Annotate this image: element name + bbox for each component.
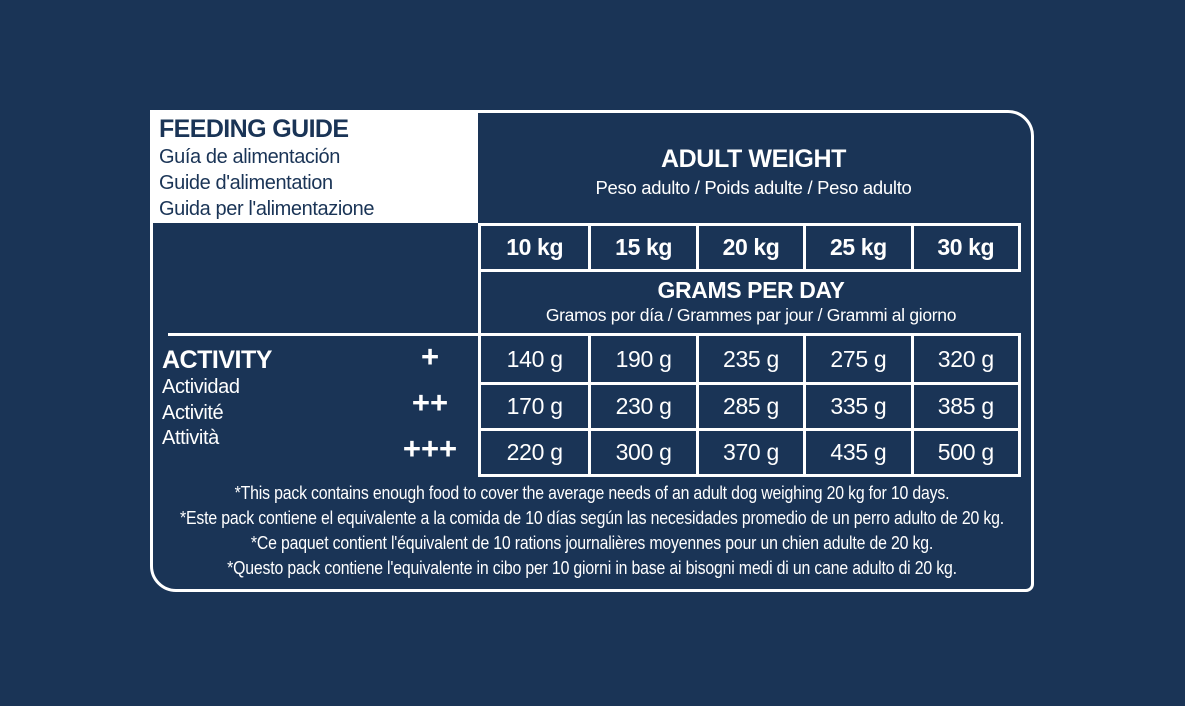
weight-header-cell: 25 kg bbox=[803, 226, 910, 269]
weight-header-cell: 30 kg bbox=[910, 226, 1018, 269]
feeding-amount-cell: 285 g bbox=[695, 382, 804, 428]
activity-subtitle-fr: Activité bbox=[162, 401, 224, 424]
feeding-amount-cell: 275 g bbox=[803, 336, 910, 382]
footnotes: *This pack contains enough food to cover… bbox=[108, 481, 1076, 581]
footnote-en: *This pack contains enough food to cover… bbox=[234, 483, 950, 503]
activity-header: ACTIVITY Actividad Activité Attività bbox=[162, 345, 272, 452]
weight-header-cell: 15 kg bbox=[588, 226, 695, 269]
footnote-it: *Questo pack contiene l'equivalente in c… bbox=[227, 558, 957, 578]
feeding-amount-cell: 140 g bbox=[506, 345, 563, 372]
activity-level-medium: ++ bbox=[411, 385, 449, 420]
feeding-amount-cell: 300 g bbox=[588, 428, 696, 474]
weight-header-cell: 10 kg bbox=[506, 234, 564, 260]
activity-subtitle-it: Attività bbox=[162, 427, 219, 449]
feeding-amount-cell: 235 g bbox=[695, 336, 803, 382]
grams-per-day-band: GRAMS PER DAY Gramos por día / Grammes p… bbox=[478, 272, 1021, 333]
feeding-guide-subtitle-fr: Guide d'alimentation bbox=[159, 172, 333, 194]
adult-weight-header: ADULT WEIGHT Peso adulto / Poids adulte … bbox=[478, 113, 1029, 223]
feeding-guide-title: FEEDING GUIDE bbox=[159, 115, 349, 143]
feeding-amount-cell: 435 g bbox=[803, 428, 911, 474]
weight-header-cell: 20 kg bbox=[695, 226, 803, 269]
feeding-amount-cell: 500 g bbox=[910, 428, 1018, 474]
feeding-amount-cell: 190 g bbox=[588, 336, 695, 382]
footnote-fr: *Ce paquet contient l'équivalent de 10 r… bbox=[250, 533, 934, 553]
feeding-amount-cell: 170 g bbox=[481, 382, 589, 428]
feeding-guide-panel: FEEDING GUIDE Guía de alimentación Guide… bbox=[150, 110, 1034, 592]
activity-divider-line bbox=[168, 333, 478, 336]
feeding-amount-cell: 230 g bbox=[588, 382, 696, 428]
feeding-guide-header-box: FEEDING GUIDE Guía de alimentación Guide… bbox=[150, 110, 478, 223]
feeding-amount-cell: 385 g bbox=[910, 382, 1018, 428]
activity-subtitle-es: Actividad bbox=[162, 376, 240, 398]
feeding-amount-cell: 335 g bbox=[803, 382, 911, 428]
grams-per-day-title: GRAMS PER DAY bbox=[657, 277, 845, 303]
feeding-amount-cell: 220 g bbox=[481, 428, 589, 474]
adult-weight-subtitle: Peso adulto / Poids adulte / Peso adulto bbox=[595, 177, 912, 198]
feeding-amount-cell: 370 g bbox=[695, 428, 804, 474]
adult-weight-title: ADULT WEIGHT bbox=[661, 145, 846, 173]
weight-header-row: 10 kg 15 kg 20 kg 25 kg 30 kg bbox=[478, 223, 1021, 272]
activity-level-low: + bbox=[420, 339, 440, 374]
feeding-amounts-table: 140 g 190 g 235 g 275 g 320 g 170 g 230 … bbox=[478, 333, 1021, 477]
activity-level-high: +++ bbox=[402, 431, 458, 466]
footnote-es: *Este pack contiene el equivalente a la … bbox=[180, 508, 1004, 528]
feeding-guide-subtitle-es: Guía de alimentación bbox=[159, 146, 341, 168]
activity-title: ACTIVITY bbox=[162, 346, 272, 374]
feeding-amount-cell: 320 g bbox=[910, 336, 1018, 382]
grams-per-day-subtitle: Gramos por día / Grammes par jour / Gram… bbox=[545, 305, 957, 325]
feeding-guide-subtitle-it: Guida per l'alimentazione bbox=[159, 198, 375, 220]
